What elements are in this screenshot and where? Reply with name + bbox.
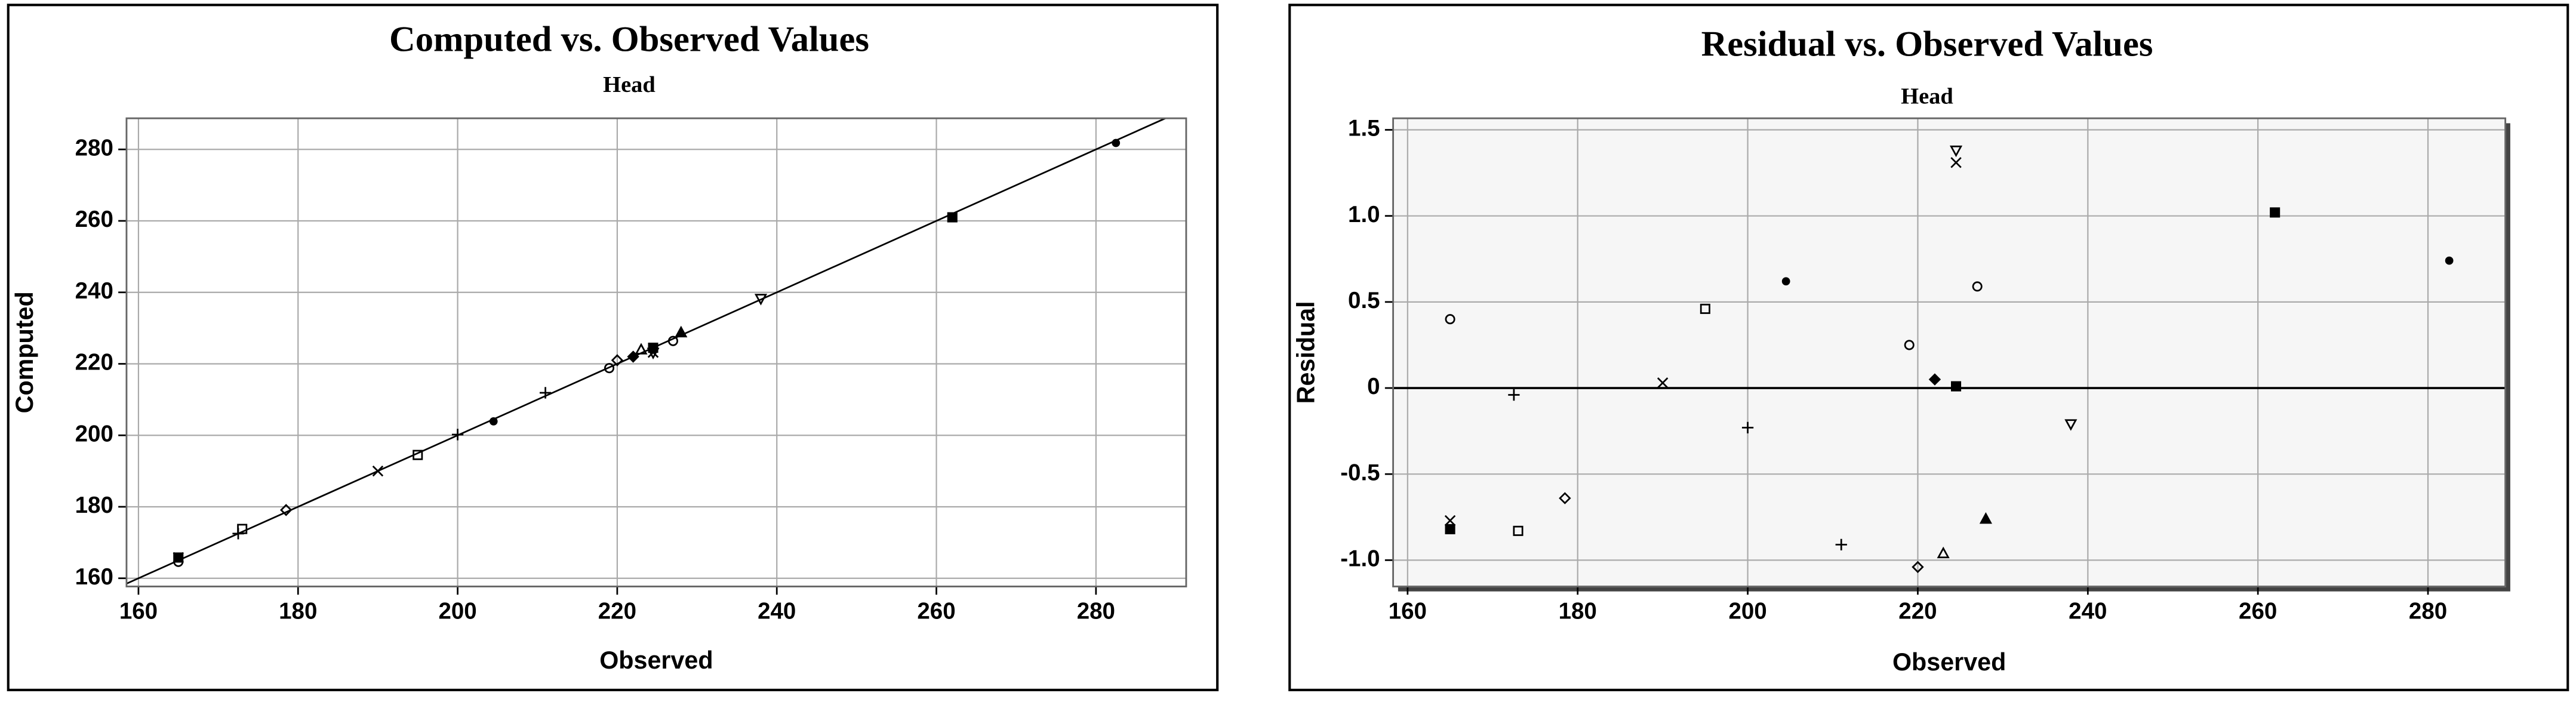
data-point [173, 552, 184, 563]
x-tick-label: 220 [598, 599, 636, 624]
x-tick-label: 160 [119, 599, 158, 624]
x-axis-label: Observed [1892, 648, 2006, 676]
x-tick-label: 280 [1077, 599, 1115, 624]
x-tick-label: 180 [279, 599, 317, 624]
data-point [1912, 561, 1924, 574]
chart-title: Residual vs. Observed Values [1701, 24, 2153, 64]
data-point [539, 387, 552, 399]
data-point [1445, 524, 1455, 534]
y-tick-label: 280 [75, 135, 113, 161]
y-tick-label: 220 [75, 350, 113, 375]
data-point [2270, 207, 2280, 218]
data-point [1835, 538, 1847, 551]
data-point [451, 429, 464, 441]
plot-border [1392, 117, 2507, 587]
y-tick-label: 160 [75, 564, 113, 590]
data-point [1937, 546, 1950, 559]
data-point [372, 465, 384, 477]
data-point [1444, 515, 1456, 526]
identity-line [126, 117, 1166, 584]
data-point [1657, 377, 1669, 389]
y-axis-label: Computed [11, 291, 38, 413]
data-point [947, 212, 958, 223]
data-point [1979, 512, 1992, 524]
x-tick-label: 240 [2069, 599, 2107, 624]
data-point [604, 363, 615, 374]
x-tick-label: 260 [2239, 599, 2277, 624]
x-tick-label: 160 [1389, 599, 1427, 624]
data-point [675, 325, 688, 338]
y-tick-label: 0.5 [1348, 288, 1380, 313]
y-tick-label: 240 [75, 278, 113, 304]
data-point [280, 504, 293, 516]
data-point [1559, 492, 1571, 504]
data-point [1508, 389, 1520, 401]
plot-border [125, 117, 1187, 587]
data-point [1445, 314, 1455, 325]
data-point [1513, 525, 1524, 536]
data-point [413, 449, 423, 460]
data-point [1950, 157, 1962, 168]
x-axis-label: Observed [599, 646, 713, 674]
y-tick-label: 200 [75, 421, 113, 447]
data-point [648, 343, 658, 353]
x-tick-label: 240 [758, 599, 796, 624]
y-tick-label: -0.5 [1340, 460, 1380, 485]
data-point [1781, 277, 1790, 286]
data-point [1741, 421, 1754, 433]
data-point [489, 417, 498, 426]
y-tick-label: 0 [1367, 374, 1380, 399]
chart-subtitle: Head [603, 72, 655, 97]
data-point [754, 294, 768, 306]
x-tick-label: 200 [438, 599, 476, 624]
data-point [611, 354, 624, 367]
chart-subtitle: Head [1901, 84, 1953, 109]
y-tick-label: 260 [75, 207, 113, 232]
y-axis-label: Residual [1292, 301, 1320, 404]
data-point [1904, 340, 1915, 350]
data-point [1700, 303, 1710, 314]
data-point [1949, 145, 1963, 158]
data-point [2445, 256, 2454, 265]
plot-area [1392, 117, 2507, 587]
x-tick-label: 260 [917, 599, 955, 624]
x-tick-label: 220 [1898, 599, 1937, 624]
chart-title: Computed vs. Observed Values [389, 19, 869, 59]
data-point [635, 343, 648, 355]
data-point [1928, 373, 1941, 386]
y-tick-label: 180 [75, 492, 113, 518]
data-point [1112, 138, 1121, 147]
data-point [1951, 381, 1962, 392]
y-tick-label: 1.0 [1348, 202, 1380, 227]
x-tick-label: 280 [2409, 599, 2447, 624]
x-tick-label: 180 [1559, 599, 1597, 624]
y-tick-label: 1.5 [1348, 116, 1380, 141]
data-point [1972, 281, 1983, 292]
x-tick-label: 200 [1728, 599, 1766, 624]
y-tick-label: -1.0 [1340, 546, 1380, 572]
data-point [2064, 419, 2078, 431]
data-point [237, 524, 248, 534]
data-point [667, 335, 678, 346]
